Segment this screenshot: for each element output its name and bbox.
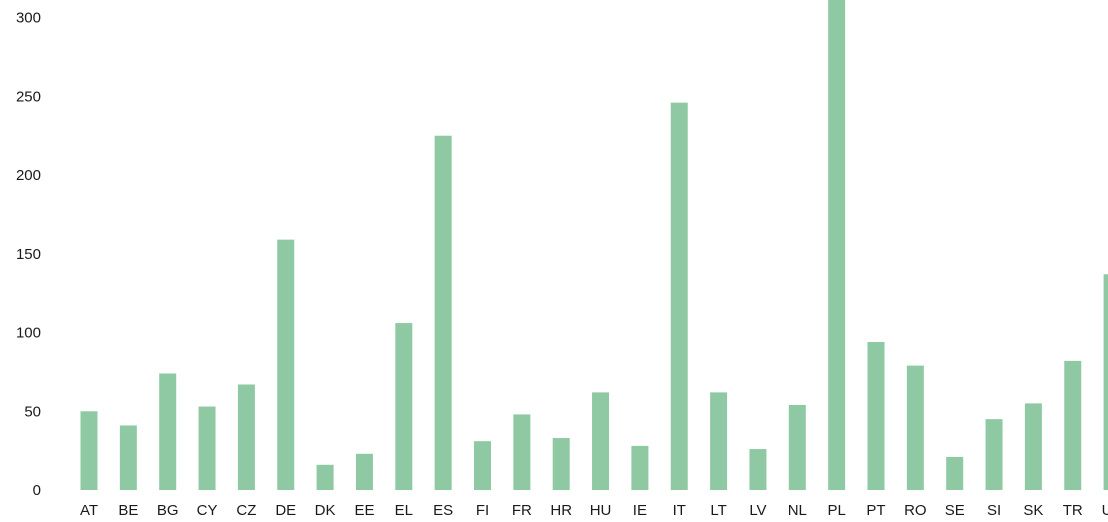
x-tick-label-lt: LT: [710, 502, 726, 519]
bar-se: [946, 456, 964, 490]
x-tick-label-lv: LV: [749, 502, 766, 519]
x-tick-label-ie: IE: [633, 502, 647, 519]
y-tick-label: 300: [16, 10, 41, 27]
y-tick-label: 250: [16, 88, 41, 105]
x-tick-label-el: EL: [395, 502, 413, 519]
bar-bg: [159, 373, 177, 490]
bar-de: [277, 239, 295, 490]
x-tick-label-nl: NL: [788, 502, 807, 519]
bar-ee: [355, 453, 373, 490]
bar-cz: [237, 384, 255, 490]
x-tick-label-be: BE: [118, 502, 138, 519]
x-tick-label-pt: PT: [866, 502, 885, 519]
bars: [80, 0, 1108, 490]
x-tick-label-at: AT: [80, 502, 98, 519]
x-tick-label-fi: FI: [476, 502, 489, 519]
bar-ro: [906, 365, 924, 490]
x-tick-label-hr: HR: [550, 502, 572, 519]
bar-pt: [867, 341, 885, 490]
bar-sk: [1024, 403, 1042, 490]
bar-es: [434, 135, 452, 490]
bar-fr: [513, 414, 531, 490]
bar-ie: [631, 445, 649, 490]
y-tick-label: 0: [33, 482, 41, 499]
bar-pl: [828, 0, 846, 490]
bar-hu: [592, 392, 610, 490]
bar-lv: [749, 449, 767, 490]
x-tick-label-de: DE: [275, 502, 296, 519]
bar-hr: [552, 438, 570, 490]
x-tick-label-sk: SK: [1023, 502, 1043, 519]
x-tick-label-it: IT: [673, 502, 686, 519]
x-axis: AT BE BG CY CZ DE DK EE EL ES FI FR HR HU IE IT LT LV NL PL…: [80, 502, 1108, 519]
x-tick-label-dk: DK: [315, 502, 336, 519]
y-tick-label: 50: [24, 403, 41, 420]
x-tick-label-si: SI: [987, 502, 1001, 519]
x-tick-label-es: ES: [433, 502, 453, 519]
bar-uk: [1103, 274, 1108, 490]
bar-at: [80, 411, 98, 490]
x-tick-label-tr: TR: [1063, 502, 1083, 519]
x-tick-label-uk: UK: [1102, 502, 1108, 519]
x-tick-label-cy: CY: [197, 502, 218, 519]
bar-lt: [710, 392, 728, 490]
bar-fi: [474, 441, 491, 490]
bar-tr: [1064, 360, 1082, 490]
bar-cy: [198, 406, 216, 490]
bar-it: [670, 102, 688, 490]
x-tick-label-bg: BG: [157, 502, 179, 519]
bar-el: [395, 323, 413, 490]
x-tick-label-se: SE: [945, 502, 965, 519]
y-tick-label: 150: [16, 246, 41, 263]
x-tick-label-pl: PL: [827, 502, 845, 519]
bar-si: [985, 419, 1003, 490]
y-tick-label: 200: [16, 167, 41, 184]
x-tick-label-ro: RO: [904, 502, 927, 519]
bar-dk: [316, 464, 334, 490]
x-tick-label-ee: EE: [354, 502, 374, 519]
y-axis: 0 50 100 150 200 250 300: [16, 10, 41, 499]
bar-nl: [788, 404, 806, 490]
bar-be: [119, 425, 137, 490]
y-tick-label: 100: [16, 325, 41, 342]
x-tick-label-fr: FR: [512, 502, 532, 519]
x-tick-label-cz: CZ: [236, 502, 256, 519]
x-tick-label-hu: HU: [590, 502, 612, 519]
